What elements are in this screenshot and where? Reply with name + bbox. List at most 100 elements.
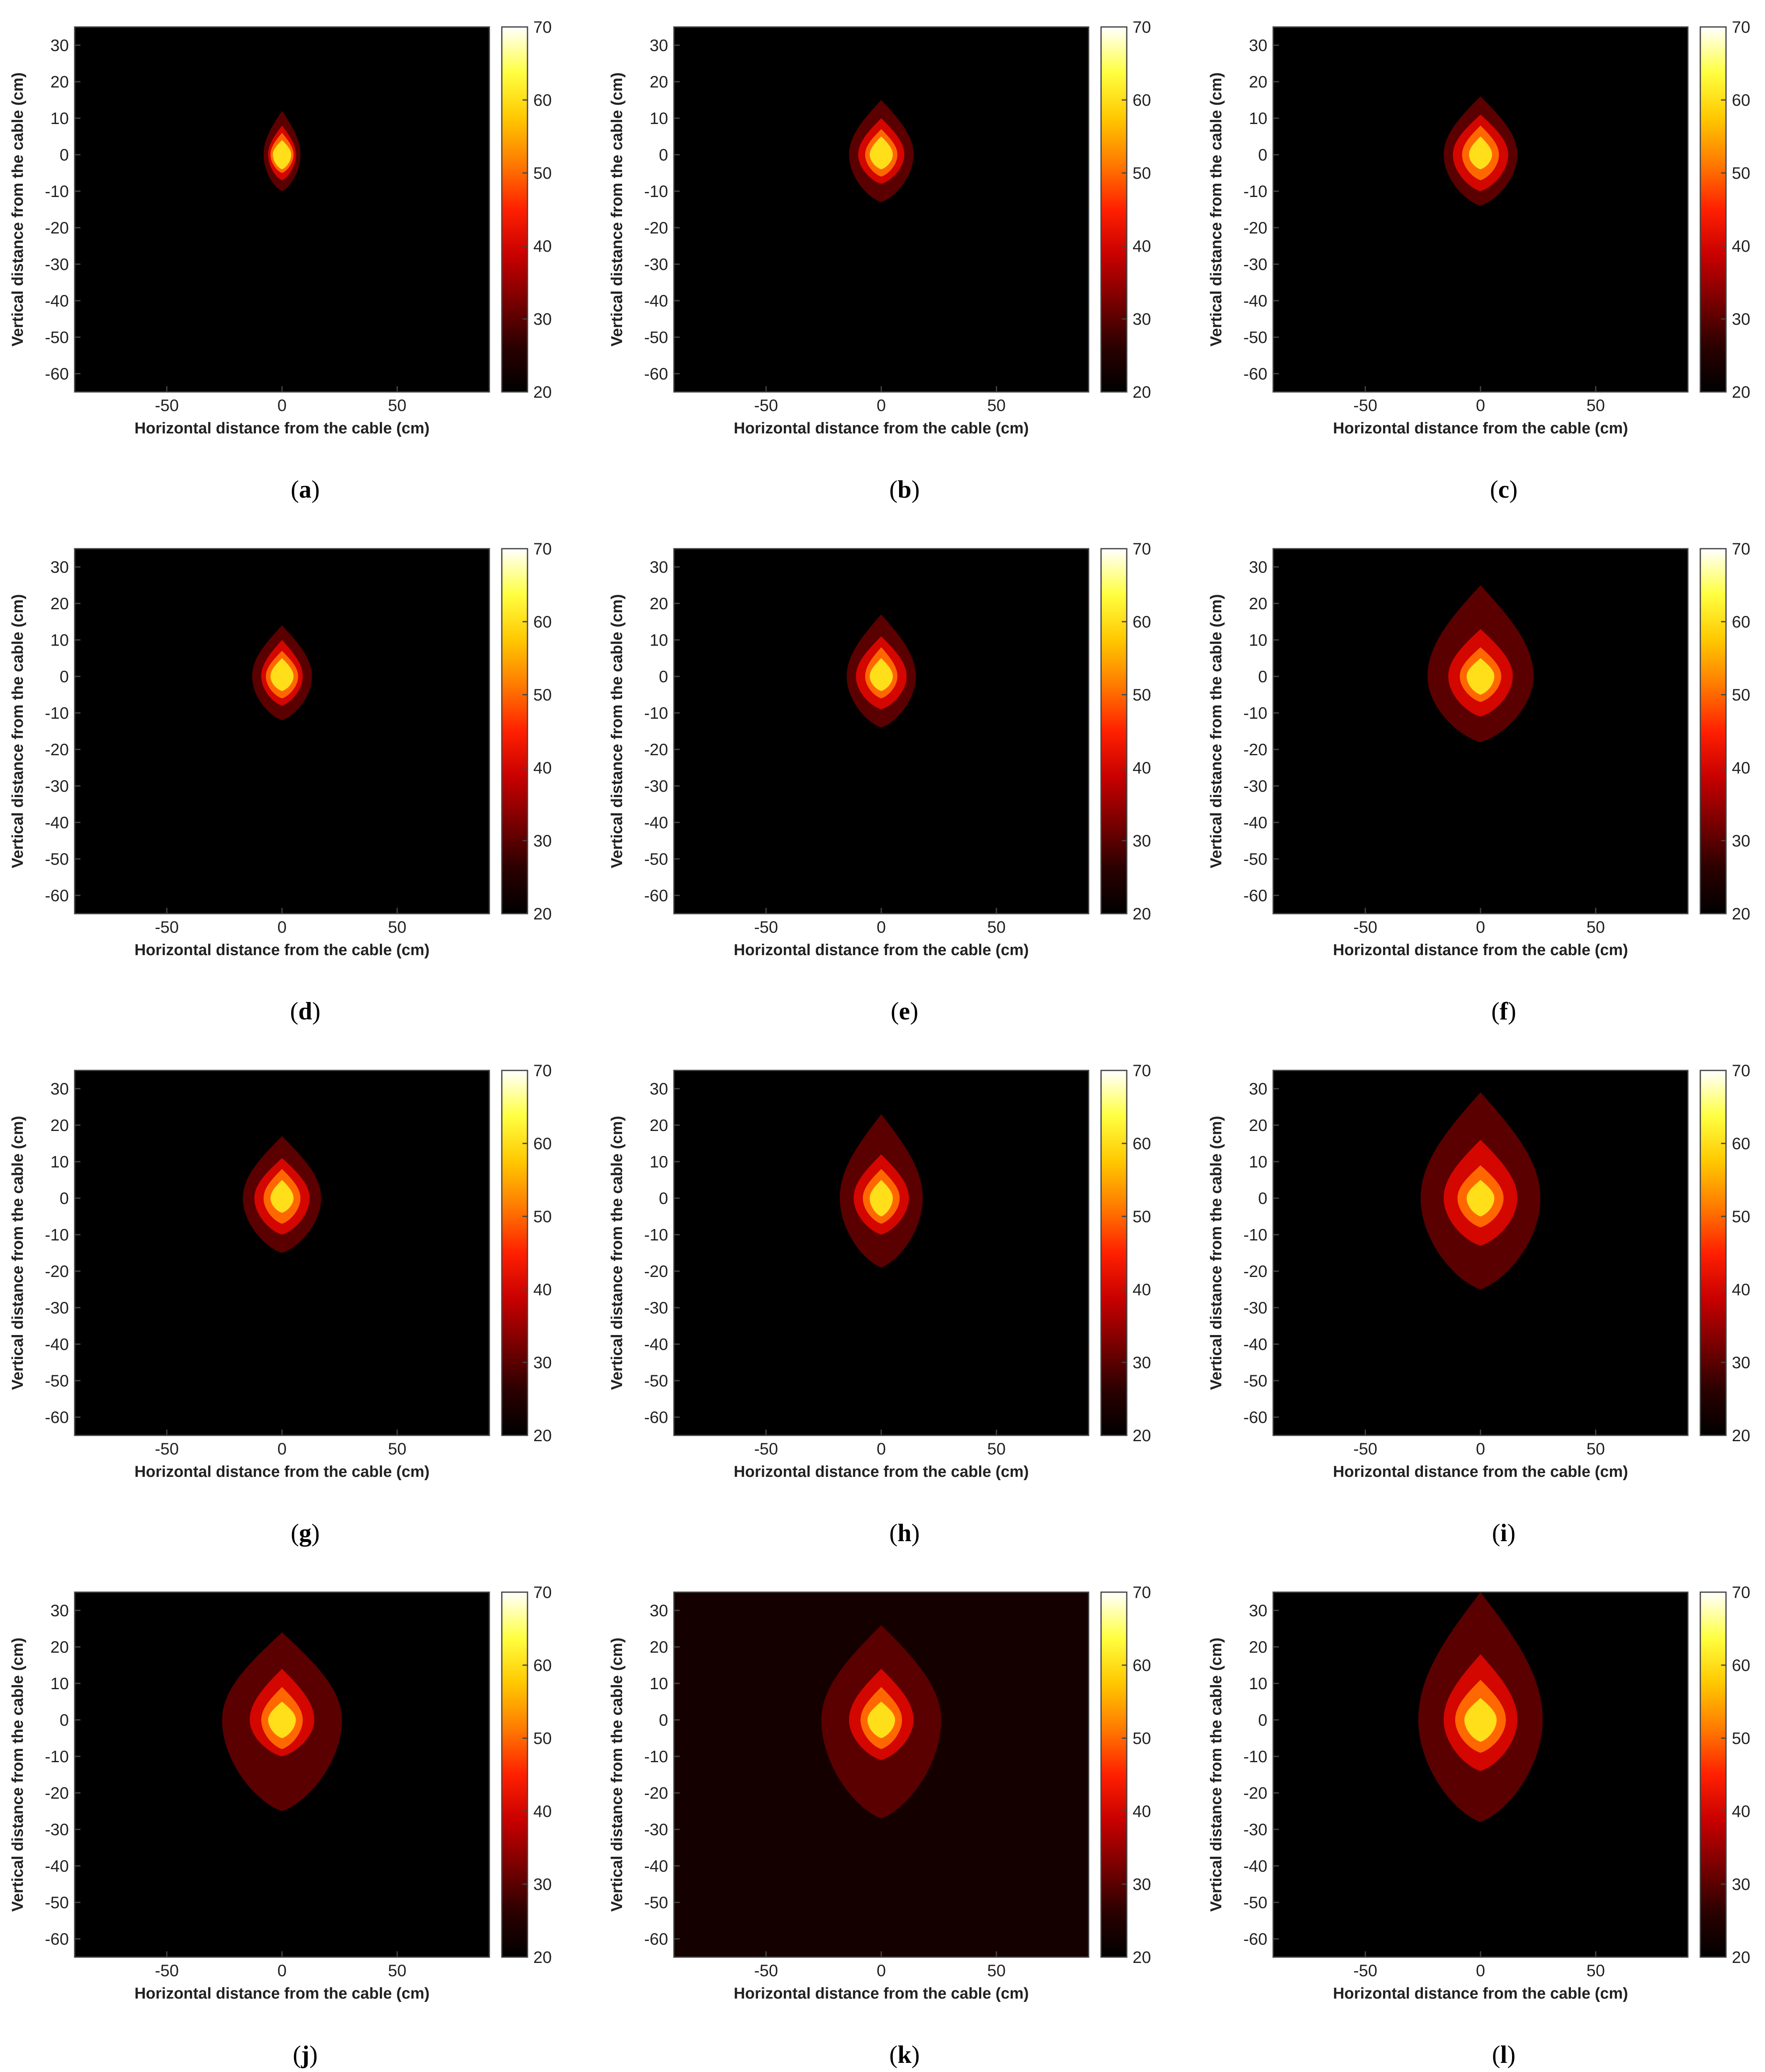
contour-group xyxy=(840,1114,923,1268)
y-tick-label: -60 xyxy=(45,1930,69,1948)
x-tick-label: -50 xyxy=(754,396,778,415)
contour-level-60 xyxy=(870,136,893,170)
y-tick-label: -50 xyxy=(45,1372,69,1390)
y-axis-label: Vertical distance from the cable (cm) xyxy=(9,72,27,346)
colorbar-tick-label: 20 xyxy=(533,1948,552,1967)
colorbar-tick-label: 50 xyxy=(1133,1729,1151,1748)
y-tick-label: -50 xyxy=(45,328,69,347)
colorbar-tick-label: 30 xyxy=(533,310,552,328)
panel-caption: (l) xyxy=(1492,2041,1516,2068)
y-tick-label: 10 xyxy=(51,1153,69,1171)
y-tick-label: -30 xyxy=(45,777,69,795)
panel-caption-letter: c xyxy=(1498,476,1510,503)
y-tick-label: 30 xyxy=(650,558,669,576)
y-tick-label: 20 xyxy=(51,1116,69,1135)
x-tick-label: 50 xyxy=(388,918,407,936)
colorbar-tick-label: 70 xyxy=(1732,18,1750,36)
colorbar-tick-label: 30 xyxy=(1133,832,1151,850)
colorbar-tick-label: 60 xyxy=(1133,1135,1151,1153)
colorbar-tick-label: 20 xyxy=(1133,905,1151,923)
x-tick-label: -50 xyxy=(1353,1962,1377,1980)
y-axis-label: Vertical distance from the cable (cm) xyxy=(1208,1637,1225,1911)
heatmap-panel-a: -50 0 50 30 20 10 0 -10 -20 -30 -40 -50 -60 Horizonta… xyxy=(9,18,552,503)
colorbar-tick-label: 70 xyxy=(1732,1062,1750,1080)
y-tick-label: 10 xyxy=(51,1675,69,1693)
panel-caption-letter: j xyxy=(301,2041,309,2068)
x-tick-label: 0 xyxy=(1476,1440,1485,1458)
y-tick-label: -20 xyxy=(45,1784,69,1802)
panel-caption-letter: i xyxy=(1500,1519,1507,1547)
y-tick-label: -50 xyxy=(644,1372,668,1390)
x-axis-label: Horizontal distance from the cable (cm) xyxy=(734,1985,1029,2002)
contour-group xyxy=(1444,96,1517,206)
x-axis-label: Horizontal distance from the cable (cm) xyxy=(734,1463,1029,1481)
x-tick-label: 50 xyxy=(1587,1440,1605,1458)
y-tick-label: -50 xyxy=(1243,850,1267,868)
x-tick-label: -50 xyxy=(1353,396,1377,415)
panel-caption-letter: f xyxy=(1500,997,1508,1025)
colorbar-tick-label: 20 xyxy=(1732,905,1750,923)
contour-group xyxy=(846,614,916,728)
y-tick-label: 0 xyxy=(60,1189,69,1208)
y-tick-label: -20 xyxy=(644,219,668,237)
colorbar-tick-label: 60 xyxy=(533,1135,552,1153)
x-axis-label: Horizontal distance from the cable (cm) xyxy=(1333,1985,1628,2002)
y-tick-label: -30 xyxy=(1243,1821,1267,1839)
y-tick-label: -60 xyxy=(1243,1408,1267,1427)
y-tick-label: 30 xyxy=(1249,1602,1268,1620)
colorbar-tick-label: 20 xyxy=(1732,383,1750,401)
heatmap-panel-d: -50 0 50 30 20 10 0 -10 -20 -30 -40 -50 -60 Horizonta… xyxy=(9,540,552,1025)
colorbar-tick-label: 40 xyxy=(1732,237,1750,255)
x-tick-label: 0 xyxy=(277,396,287,415)
panel-caption: (g) xyxy=(291,1519,320,1547)
colorbar-tick-label: 40 xyxy=(1133,759,1151,777)
y-tick-label: -30 xyxy=(644,1821,668,1839)
y-axis-label: Vertical distance from the cable (cm) xyxy=(1208,1116,1225,1390)
colorbar-tick-label: 40 xyxy=(1732,759,1750,777)
contour-group xyxy=(1418,1592,1543,1822)
x-tick-label: -50 xyxy=(155,396,179,415)
contour-level-60 xyxy=(867,1702,895,1738)
x-tick-label: 0 xyxy=(277,1962,287,1980)
x-tick-label: -50 xyxy=(1353,1440,1377,1458)
y-tick-label: -30 xyxy=(644,255,668,274)
colorbar-tick-label: 20 xyxy=(533,905,552,923)
contour-group xyxy=(263,111,301,191)
y-tick-label: -30 xyxy=(644,777,668,795)
panel-caption-letter: b xyxy=(897,476,911,503)
y-axis-label: Vertical distance from the cable (cm) xyxy=(1208,594,1225,868)
y-tick-label: -40 xyxy=(45,292,69,310)
colorbar-tick-label: 50 xyxy=(1732,164,1750,182)
x-tick-label: 50 xyxy=(987,918,1006,936)
contour-level-60 xyxy=(1464,1698,1497,1742)
colorbar-tick-label: 60 xyxy=(1732,613,1750,631)
heatmap-background xyxy=(75,27,489,392)
y-tick-label: -20 xyxy=(1243,741,1267,759)
x-tick-label: 0 xyxy=(277,918,287,936)
y-tick-label: 20 xyxy=(1249,73,1268,91)
colorbar-tick-label: 70 xyxy=(1732,1583,1750,1602)
y-tick-label: 10 xyxy=(650,1153,669,1171)
y-tick-label: -60 xyxy=(45,1408,69,1427)
panel-caption: (e) xyxy=(891,997,919,1025)
x-tick-label: 50 xyxy=(987,396,1006,415)
y-tick-label: -50 xyxy=(45,1894,69,1912)
y-tick-label: 10 xyxy=(1249,1675,1268,1693)
y-tick-label: -40 xyxy=(1243,292,1267,310)
colorbar xyxy=(1100,1070,1128,1436)
colorbar-tick-label: 50 xyxy=(533,1208,552,1226)
heatmap-panel-h: -50 0 50 30 20 10 0 -10 -20 -30 -40 -50 -60 Horizonta… xyxy=(608,1062,1151,1547)
contour-group xyxy=(222,1632,342,1811)
y-tick-label: -10 xyxy=(644,704,668,722)
colorbar-tick-label: 30 xyxy=(533,1875,552,1894)
y-axis-label: Vertical distance from the cable (cm) xyxy=(1208,72,1225,346)
y-tick-label: -40 xyxy=(45,1857,69,1875)
x-tick-label: -50 xyxy=(155,1440,179,1458)
contour-group xyxy=(1420,1092,1541,1289)
colorbar-tick-label: 20 xyxy=(1133,383,1151,401)
y-tick-label: 0 xyxy=(60,146,69,164)
panel-caption: (d) xyxy=(290,997,320,1025)
colorbar-tick-label: 40 xyxy=(533,1802,552,1821)
colorbar-tick-label: 70 xyxy=(533,1062,552,1080)
colorbar-tick-label: 70 xyxy=(1133,540,1151,558)
